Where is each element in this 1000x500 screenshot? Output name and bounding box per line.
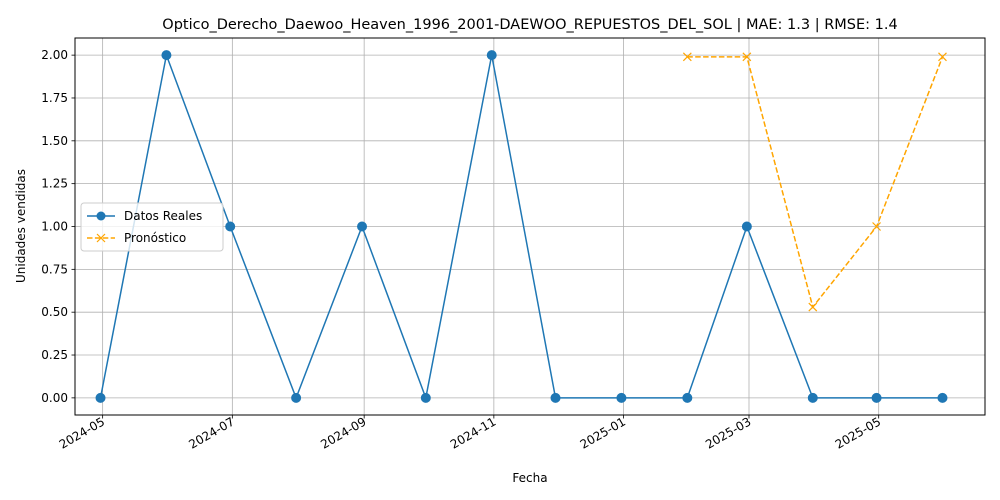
data-point bbox=[550, 392, 561, 403]
y-axis-label: Unidades vendidas bbox=[14, 169, 28, 283]
data-point bbox=[225, 221, 236, 232]
data-point bbox=[616, 392, 627, 403]
series-layer bbox=[95, 50, 948, 403]
y-tick-label: 0.25 bbox=[41, 348, 68, 362]
legend-label: Pronóstico bbox=[124, 231, 186, 245]
legend-box bbox=[80, 202, 224, 252]
data-point bbox=[682, 392, 693, 403]
y-tick-label: 1.50 bbox=[41, 134, 68, 148]
data-point bbox=[357, 221, 368, 232]
y-tick-label: 2.00 bbox=[41, 48, 68, 62]
y-tick-label: 0.00 bbox=[41, 391, 68, 405]
x-axis-label: Fecha bbox=[512, 471, 547, 485]
legend-marker bbox=[96, 233, 106, 243]
data-point bbox=[486, 50, 497, 61]
data-point bbox=[807, 392, 818, 403]
forecast-point bbox=[742, 52, 752, 62]
data-point bbox=[161, 50, 172, 61]
chart-title: Optico_Derecho_Daewoo_Heaven_1996_2001-D… bbox=[162, 17, 897, 33]
series-line-0 bbox=[99, 52, 943, 401]
y-tick-label: 1.75 bbox=[41, 91, 68, 105]
legend-label: Datos Reales bbox=[124, 209, 202, 223]
data-point bbox=[741, 221, 752, 232]
data-point bbox=[95, 392, 106, 403]
data-point bbox=[420, 392, 431, 403]
y-axis: 0.00 0.25 0.50 0.75 1.00 1.25 1.50 1.75 2.00 bbox=[41, 48, 75, 405]
y-tick-label: 1.25 bbox=[41, 177, 68, 191]
data-point bbox=[937, 392, 948, 403]
y-tick-label: 0.50 bbox=[41, 305, 68, 319]
legend-marker bbox=[96, 211, 106, 221]
y-tick-label: 1.00 bbox=[41, 220, 68, 234]
data-point bbox=[291, 392, 302, 403]
forecast-point bbox=[872, 222, 881, 231]
forecast-point bbox=[808, 302, 818, 312]
data-point bbox=[871, 392, 882, 403]
forecast-point bbox=[682, 52, 692, 62]
y-tick-label: 0.75 bbox=[41, 262, 68, 276]
legend: Datos Reales Pronóstico bbox=[80, 202, 224, 252]
forecast-point bbox=[938, 52, 947, 62]
